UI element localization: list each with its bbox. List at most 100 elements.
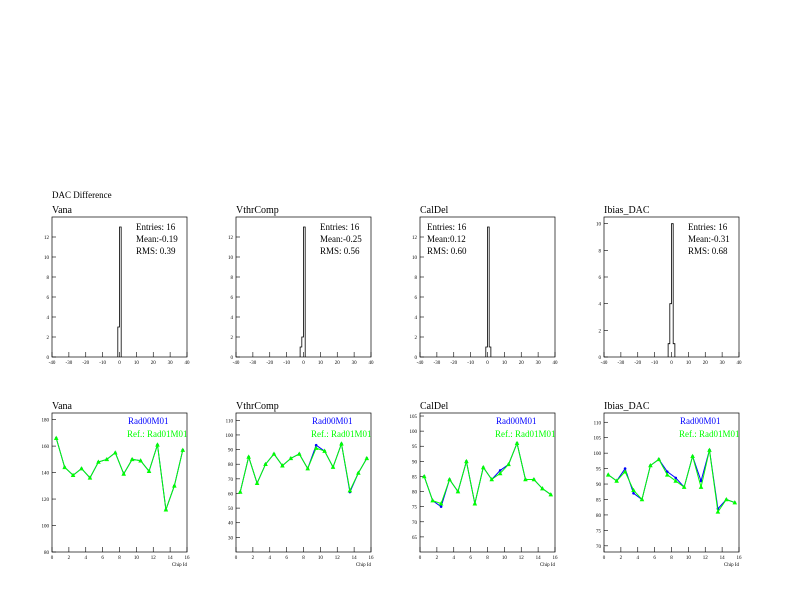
chart-2-stats-mean: Mean:-0.25 (320, 234, 362, 244)
chart-7-ytick-label: 95 (412, 445, 418, 450)
chart-7-series-2-point (540, 486, 545, 491)
chart-3-ytick-label: 2 (415, 336, 418, 341)
chart-2-ytick-label: 12 (228, 236, 234, 241)
chart-8-series-2-point (732, 500, 738, 505)
chart-6-ytick-label: 50 (228, 507, 234, 512)
chart-4-ytick-label: 8 (599, 249, 602, 254)
chart-2-ytick-label: 10 (228, 256, 234, 261)
chart-8-ytick-label: 80 (596, 514, 602, 519)
chart-3-xtick-label: -40 (417, 361, 424, 366)
chart-8-ytick-label: 90 (596, 483, 602, 488)
chart-6-ytick-label: 110 (226, 419, 234, 424)
chart-5-series-2-point (53, 435, 59, 440)
chart-6-xtick-label: 8 (302, 556, 305, 561)
chart-6-series-2-point (364, 455, 370, 461)
chart-5-series-2-point (79, 466, 84, 471)
chart-7-title: CalDel (420, 401, 449, 412)
chart-4-stats-entries: Entries: 16 (688, 222, 728, 232)
chart-3-xtick-label: 10 (502, 361, 508, 366)
chart-5-xtick-label: 0 (51, 556, 54, 561)
chart-7-series-2-point (506, 461, 511, 467)
chart-8-series-2-point (690, 453, 695, 459)
chart-1-xtick-label: -10 (99, 361, 106, 366)
chart-6-series-2-point (237, 489, 243, 494)
chart-8-series-2-point (715, 509, 721, 514)
chart-1-ytick-label: 10 (44, 256, 50, 261)
chart-4-histogram (667, 223, 676, 357)
chart-8-xtick-label: 2 (620, 556, 623, 561)
chart-8-series-2-point (673, 478, 679, 483)
chart-5-series-2-point (62, 464, 67, 470)
chart-2-xtick-label: 20 (335, 361, 341, 366)
chart-8-series-1-point (623, 467, 627, 470)
chart-1-xtick-label: -30 (66, 361, 73, 366)
chart-7-xtick-label: 6 (469, 556, 472, 561)
chart-5-legend-2: Ref.: Rad01M01 (127, 429, 188, 439)
chart-6-series-2-line (239, 441, 368, 493)
chart-7-ytick-label: 85 (412, 475, 418, 480)
chart-8-series-2-line (607, 449, 735, 514)
chart-8-xlabel: Chip Id (724, 563, 740, 568)
chart-3-xtick-label: 20 (519, 361, 525, 366)
chart-6-ytick-label: 40 (228, 522, 234, 527)
chart-7-series-2-line (423, 441, 552, 505)
chart-6-legend-1: Rad00M01 (312, 416, 353, 426)
chart-3-xtick-label: 30 (536, 361, 542, 366)
chart-2-xtick-label: -10 (283, 361, 290, 366)
chart-6-xtick-label: 10 (318, 556, 324, 561)
chart-7-ytick-label: 100 (410, 430, 418, 435)
chart-1-ytick-label: 0 (47, 356, 50, 361)
chart-5-series-2-point (172, 483, 177, 488)
chart-8-series-2-point (614, 478, 619, 483)
chart-1-ytick-label: 2 (47, 336, 50, 341)
chart-4-ytick-label: 4 (599, 303, 602, 308)
chart-6-xtick-label: 14 (352, 556, 358, 561)
chart-2-xtick-label: -40 (233, 361, 240, 366)
page-title: DAC Difference (52, 190, 112, 200)
chart-5-series-2-point (180, 447, 186, 452)
chart-7-ytick-label: 70 (412, 521, 418, 526)
chart-7-series-2-point (514, 440, 520, 446)
chart-1-xtick-label: 20 (151, 361, 157, 366)
chart-8-ytick-label: 70 (596, 545, 602, 550)
chart-3-stats-entries: Entries: 16 (427, 222, 467, 232)
chart-1-xtick-label: 40 (185, 361, 191, 366)
chart-7-xtick-label: 2 (436, 556, 439, 561)
chart-3-xtick-label: -10 (467, 361, 474, 366)
chart-5-series-2-point (155, 442, 160, 447)
chart-1-stats-rms: RMS: 0.39 (136, 246, 176, 256)
chart-8-ytick-label: 75 (596, 529, 602, 534)
chart-8-series-2-point (656, 456, 662, 462)
chart-6-series-2-point (347, 488, 353, 493)
chart-5-legend-1: Rad00M01 (128, 416, 169, 426)
chart-8-ytick-label: 95 (596, 468, 602, 473)
chart-8-series-2-point (664, 472, 670, 477)
chart-6-series-2-point (313, 445, 319, 450)
chart-1-histogram (117, 226, 122, 357)
chart-6-xtick-label: 6 (285, 556, 288, 561)
chart-7-ytick-label: 80 (412, 491, 418, 496)
chart-7-xtick-label: 4 (453, 556, 456, 561)
chart-5-xtick-label: 14 (168, 556, 174, 561)
chart-8-ytick-label: 105 (594, 437, 602, 442)
chart-7-series-2-point (430, 498, 435, 503)
chart-2-stats-entries: Entries: 16 (320, 222, 360, 232)
chart-5-xtick-label: 16 (185, 556, 191, 561)
chart-7-xtick-label: 0 (419, 556, 422, 561)
chart-1-ytick-label: 4 (47, 316, 50, 321)
chart-2-ytick-label: 2 (231, 336, 234, 341)
chart-2-histogram (299, 226, 306, 357)
chart-2-xtick-label: 40 (369, 361, 375, 366)
chart-4-xtick-label: -20 (634, 361, 641, 366)
chart-8-series-1-point (665, 470, 669, 473)
chart-8-series-1-point (699, 479, 703, 483)
chart-2-xtick-label: 10 (318, 361, 324, 366)
chart-3-ytick-label: 4 (415, 316, 418, 321)
chart-2-xtick-label: 30 (352, 361, 358, 366)
chart-5-series-2-line (55, 438, 184, 510)
chart-6-xtick-label: 0 (235, 556, 238, 561)
chart-2-ytick-label: 6 (231, 296, 234, 301)
chart-6-series-2-point (330, 464, 336, 469)
chart-6-series-2-point (305, 466, 311, 471)
